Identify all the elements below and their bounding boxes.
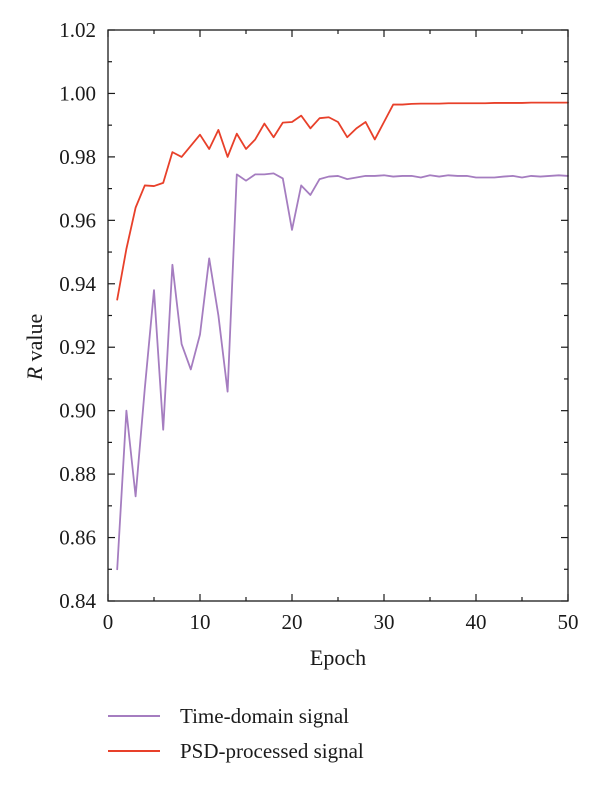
axis-ticks [107, 29, 569, 602]
y-axis-title-rest: value [22, 314, 47, 367]
y-tick-label: 0.92 [59, 335, 96, 359]
series-line-psd-processed [116, 101, 569, 301]
y-tick-label: 0.90 [59, 399, 96, 423]
y-tick-label: 0.94 [59, 272, 96, 296]
x-tick-label: 50 [558, 610, 579, 634]
x-axis-title: Epoch [310, 645, 366, 670]
y-tick-label: 0.96 [59, 208, 96, 232]
tick-labels: 0 10 20 30 40 50 0.84 0.86 0.88 0.90 0.92 0.94 0.96 0… [59, 18, 578, 634]
y-axis-title-italic: R [22, 366, 47, 381]
y-tick-label: 0.98 [59, 145, 96, 169]
legend-item: Time-domain signal [108, 704, 349, 728]
x-tick-label: 30 [374, 610, 395, 634]
legend-label: PSD-processed signal [180, 739, 364, 763]
y-tick-label: 0.86 [59, 526, 96, 550]
plot-background [108, 30, 568, 601]
x-tick-label: 0 [103, 610, 114, 634]
y-tick-label: 1.00 [59, 81, 96, 105]
x-tick-label: 10 [190, 610, 211, 634]
legend-label: Time-domain signal [180, 704, 349, 728]
x-tick-label: 20 [282, 610, 303, 634]
x-tick-label: 40 [466, 610, 487, 634]
y-tick-label: 0.88 [59, 462, 96, 486]
plot-area [108, 30, 568, 601]
y-tick-label: 1.02 [59, 18, 96, 42]
y-tick-label: 0.84 [59, 589, 96, 613]
legend: Time-domain signal PSD-processed signal [108, 704, 364, 763]
series-line-time-domain [116, 172, 569, 571]
series-layer [116, 101, 569, 571]
legend-item: PSD-processed signal [108, 739, 364, 763]
y-axis-title: R value [22, 314, 47, 382]
